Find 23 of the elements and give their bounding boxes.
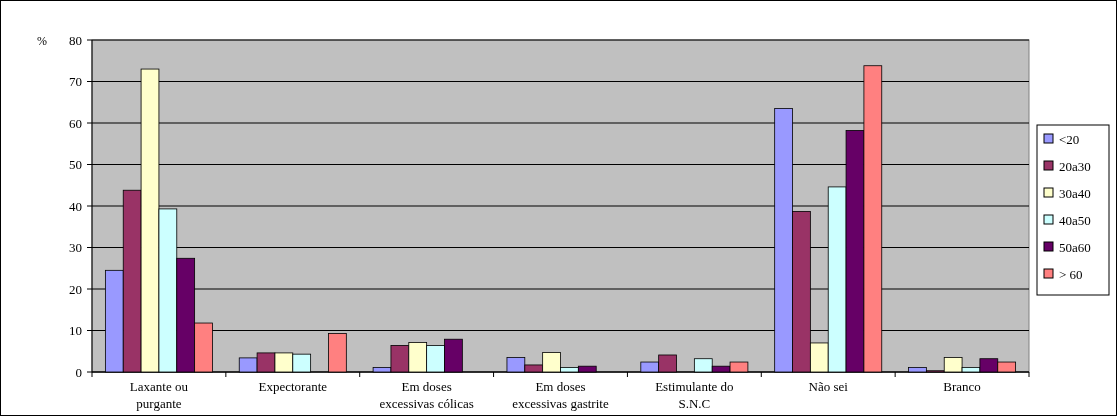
y-tick-label: 70 bbox=[69, 74, 82, 90]
legend-label: 30a40 bbox=[1059, 185, 1091, 201]
y-axis-title: % bbox=[37, 34, 47, 48]
y-tick-label: 0 bbox=[75, 364, 82, 380]
legend-label: <20 bbox=[1059, 131, 1080, 147]
legend-label: 50a60 bbox=[1059, 239, 1091, 255]
y-tick-label: 10 bbox=[69, 323, 82, 339]
x-tick-label: Branco bbox=[943, 379, 981, 394]
y-tick-label: 60 bbox=[69, 115, 82, 131]
legend-label: 20a30 bbox=[1059, 158, 1091, 174]
x-tick-label: Estimulante do S.N.C bbox=[655, 379, 734, 411]
legend-label: > 60 bbox=[1059, 266, 1083, 282]
x-tick-label: Em doses excessivas gastrite bbox=[512, 379, 609, 411]
y-tick-label: 30 bbox=[69, 240, 82, 256]
x-tick-label: Laxante ou purgante bbox=[129, 379, 189, 411]
x-tick-label: Expectorante bbox=[258, 379, 328, 394]
legend-label: 40a50 bbox=[1059, 212, 1091, 228]
x-tick-label: Não sei bbox=[808, 379, 849, 394]
y-tick-label: 20 bbox=[69, 281, 82, 297]
x-tick-label: Em doses excessivas cólicas bbox=[379, 379, 474, 411]
y-tick-label: 80 bbox=[69, 32, 82, 48]
y-tick-label: 40 bbox=[69, 198, 82, 214]
y-tick-label: 50 bbox=[69, 157, 82, 173]
